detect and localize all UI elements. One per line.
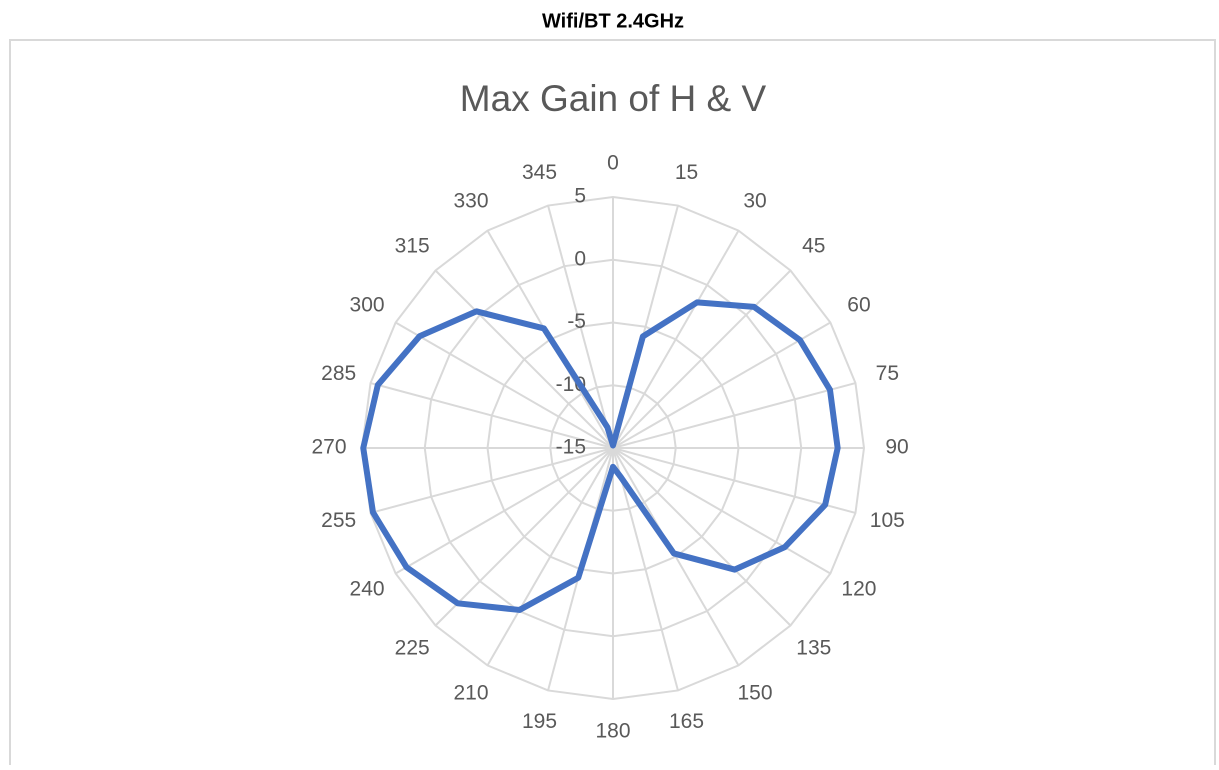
angle-label: 225 — [395, 636, 430, 659]
spoke — [612, 447, 679, 691]
angle-label: 165 — [669, 710, 704, 733]
spoke — [395, 321, 614, 449]
angle-label: 315 — [395, 235, 430, 258]
angle-label: 240 — [350, 578, 385, 601]
r-tick-label: -5 — [567, 310, 586, 333]
spoke — [370, 447, 614, 514]
spoke — [395, 447, 614, 575]
series-line — [360, 299, 841, 613]
spoke — [612, 447, 856, 514]
angle-label: 150 — [737, 681, 772, 704]
spoke — [612, 230, 740, 449]
angle-label: 270 — [311, 436, 346, 459]
spoke — [612, 321, 831, 449]
angle-label: 45 — [802, 235, 825, 258]
chart-title: Max Gain of H & V — [460, 78, 767, 119]
angle-label: 285 — [321, 362, 356, 385]
r-tick-label: 0 — [574, 247, 586, 270]
angle-label: 345 — [522, 161, 557, 184]
angle-label: 330 — [453, 190, 488, 213]
spoke — [434, 269, 614, 449]
r-tick-label: -15 — [556, 436, 586, 459]
page-title: Wifi/BT 2.4GHz — [542, 10, 684, 32]
spoke — [547, 205, 614, 449]
angle-label: 300 — [350, 294, 385, 317]
angle-label: 15 — [675, 161, 698, 184]
angle-label: 180 — [595, 720, 630, 743]
angle-label: 30 — [743, 190, 766, 213]
spoke — [612, 382, 856, 449]
angle-label: 75 — [876, 362, 899, 385]
spoke — [612, 447, 792, 627]
angle-label: 90 — [885, 436, 908, 459]
angle-label: 255 — [321, 509, 356, 532]
spoke — [486, 447, 614, 666]
angle-label: 0 — [607, 152, 619, 175]
angle-label: 195 — [522, 710, 557, 733]
spoke — [612, 269, 792, 449]
angle-label: 210 — [453, 681, 488, 704]
spoke — [370, 382, 614, 449]
r-tick-label: 5 — [574, 185, 586, 208]
angle-label: 60 — [847, 294, 870, 317]
spoke — [434, 447, 614, 627]
angle-label: 135 — [796, 636, 831, 659]
angle-label: 105 — [870, 509, 905, 532]
spoke — [612, 447, 831, 575]
angle-label: 120 — [841, 578, 876, 601]
